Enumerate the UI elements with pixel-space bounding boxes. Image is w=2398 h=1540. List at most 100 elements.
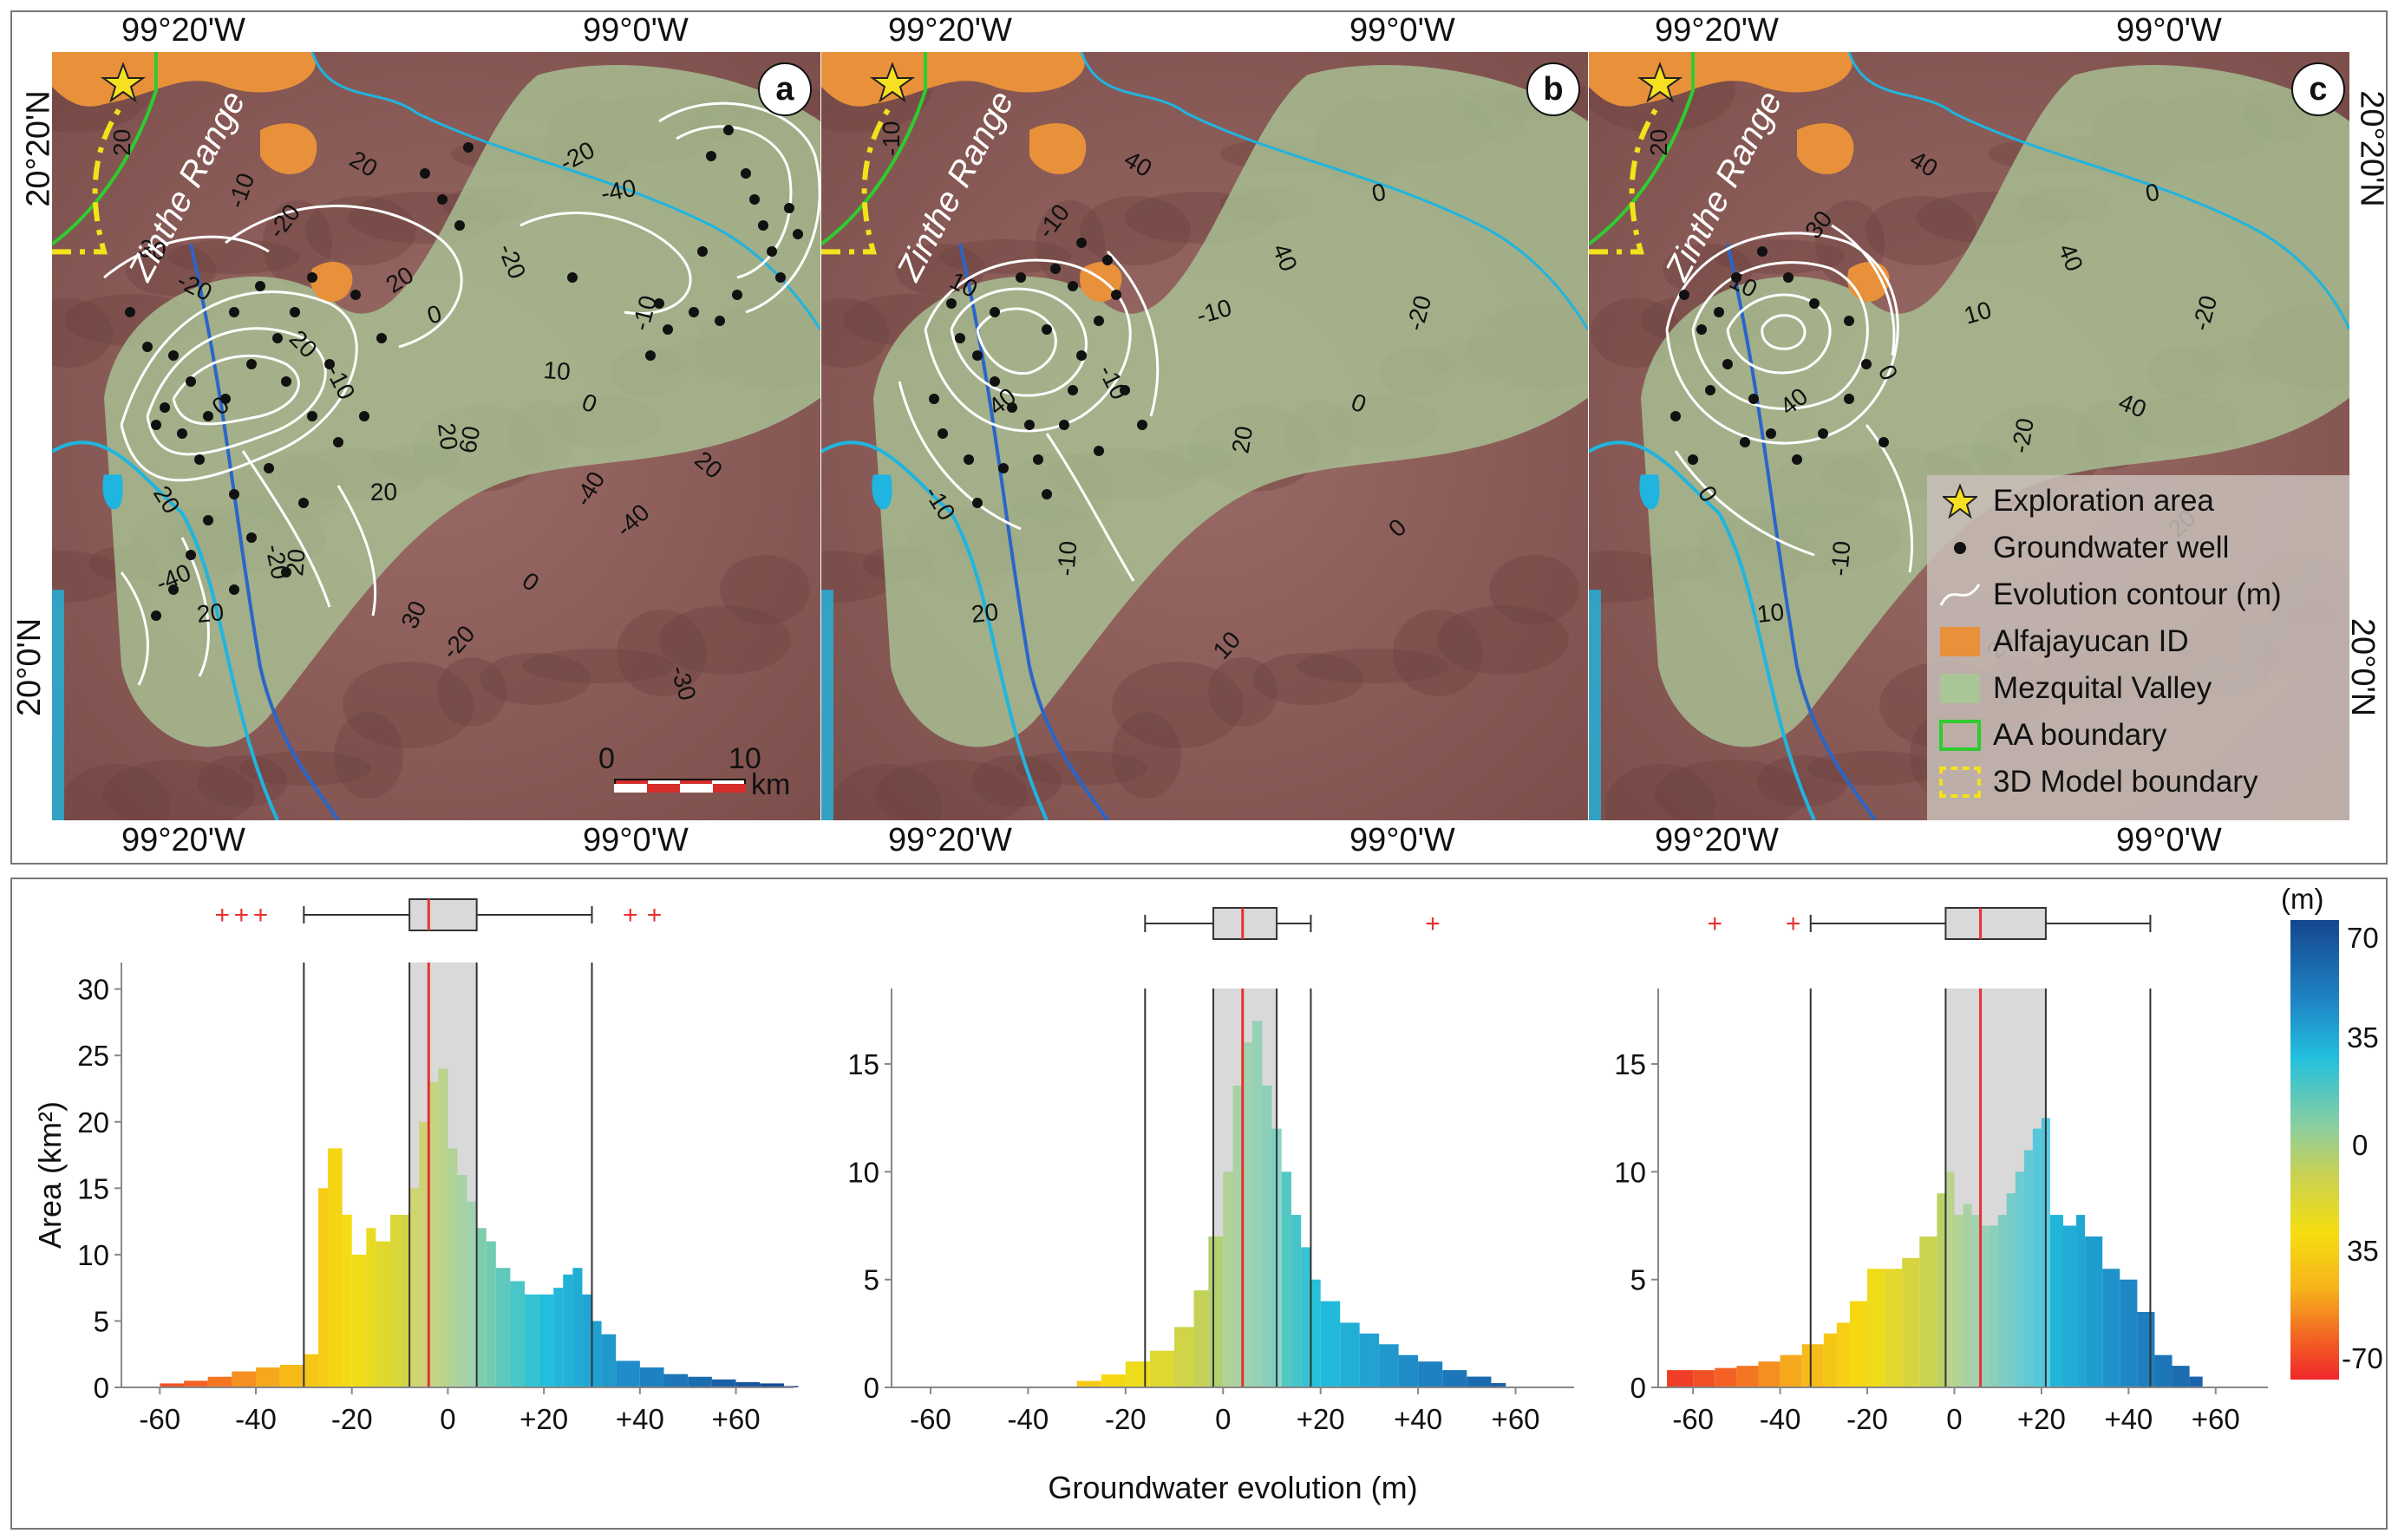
contour-label: 20 [195,598,225,628]
bottom-lon-label: 99°0'W [2116,822,2222,858]
groundwater-well [350,290,361,300]
groundwater-well [376,333,387,343]
green-outline-swatch [1937,718,1983,753]
top-lon-label: 99°0'W [2116,12,2222,49]
groundwater-well [1844,316,1854,326]
ridge-shade [1112,662,1244,748]
legend-item-alfajayucan: Alfajayucan ID [1937,624,2189,659]
groundwater-well [1757,246,1767,257]
scale-bar: 0 10 km [598,742,815,801]
ridge-shade [831,764,942,820]
top-lon-label: 99°0'W [583,12,689,49]
groundwater-well [1033,454,1043,465]
ridge-shade [1393,610,1483,696]
alfajayucan-area [310,261,353,303]
river-line [821,440,1049,820]
groundwater-well [1705,385,1715,395]
legend-label: AA boundary [1993,718,2167,752]
right-lat-label: 20°20'N [2353,90,2390,207]
groundwater-well [1068,385,1078,395]
groundwater-well [437,194,448,205]
contour-label: 20 [1645,129,1672,156]
ridge-shade [52,551,126,603]
groundwater-well [1024,420,1035,430]
groundwater-well [1679,290,1689,300]
groundwater-well [1688,454,1698,465]
groundwater-well [454,220,465,231]
groundwater-well [1007,402,1017,413]
evolution-contour [1726,293,1832,375]
ridge-shade [1489,555,1579,624]
evolution-contour [1106,250,1160,417]
groundwater-well [706,151,716,161]
alfajayucan-area [1029,123,1087,174]
ridge-shade [102,760,255,820]
scale-start: 0 [598,742,615,775]
groundwater-well [290,307,300,317]
bottom-lon-label: 99°20'W [888,822,1012,858]
groundwater-well [1766,428,1776,439]
evolution-contour [1674,450,1815,557]
top-lon-label: 99°20'W [1655,12,1779,49]
groundwater-well [177,428,187,439]
groundwater-well [298,498,309,508]
aa-boundary-line [821,52,927,246]
groundwater-well [998,463,1009,473]
groundwater-well [281,567,291,578]
groundwater-well [220,394,231,404]
groundwater-well [775,272,786,283]
groundwater-well [1137,420,1147,430]
groundwater-well [723,125,734,135]
groundwater-well [142,342,153,352]
ridge-shade [239,751,371,786]
map-figure-frame [10,10,2388,865]
groundwater-well [229,307,239,317]
ridge-shade [1655,760,1807,820]
ridge-shade [720,555,810,624]
groundwater-well [793,229,803,239]
ridge-shade [60,764,171,820]
contour-label: 30 [137,234,168,264]
evolution-contour [1831,224,1896,356]
groundwater-well [1696,324,1707,335]
groundwater-well [749,194,760,205]
legend-label: Evolution contour (m) [1993,578,2282,611]
groundwater-well [929,394,939,404]
model-boundary-line [52,104,124,255]
ridge-shade [939,239,1071,274]
groundwater-well [1740,437,1750,447]
groundwater-well [1783,272,1794,283]
ridge-shade [480,653,591,705]
ridge-shade [1757,755,1847,807]
evolution-contour [676,125,793,279]
contour-label: 10 [1755,598,1785,628]
groundwater-well [307,411,317,421]
evolution-contour [1761,314,1807,350]
contour-label: 10 [543,356,572,385]
map-svg: 20-20002020-20-40-20-1060-402020-20-1002… [52,52,820,820]
groundwater-well [758,220,768,231]
ridge-shade [1252,653,1363,705]
ridge-shade [334,712,403,799]
groundwater-well [272,333,283,343]
groundwater-well [1731,272,1741,283]
left-lat-label: 20°0'N [11,617,49,717]
ridge-shade [1713,239,1845,274]
legend-item-mezquital: Mezquital Valley [1937,671,2212,706]
groundwater-well [194,454,205,465]
dot-icon [1937,531,1983,565]
evolution-contour [1691,261,1869,410]
top-lon-label: 99°0'W [1349,12,1455,49]
groundwater-well [160,402,170,413]
groundwater-well [767,246,777,257]
top-lon-label: 99°20'W [121,12,245,49]
groundwater-well [972,350,983,361]
evolution-contour [146,327,327,456]
evolution-contour [103,235,270,279]
contour-label: 20 [370,478,398,506]
colorbar-unit: (m) [2281,883,2324,915]
groundwater-well [1792,454,1802,465]
map-panel-b: -10 -10 -10 0 -10 -10 10 0 10 -10 20 0 20 40 40 -20 40 [821,52,1588,820]
groundwater-well [255,281,265,291]
ridge-shade [875,760,1028,820]
